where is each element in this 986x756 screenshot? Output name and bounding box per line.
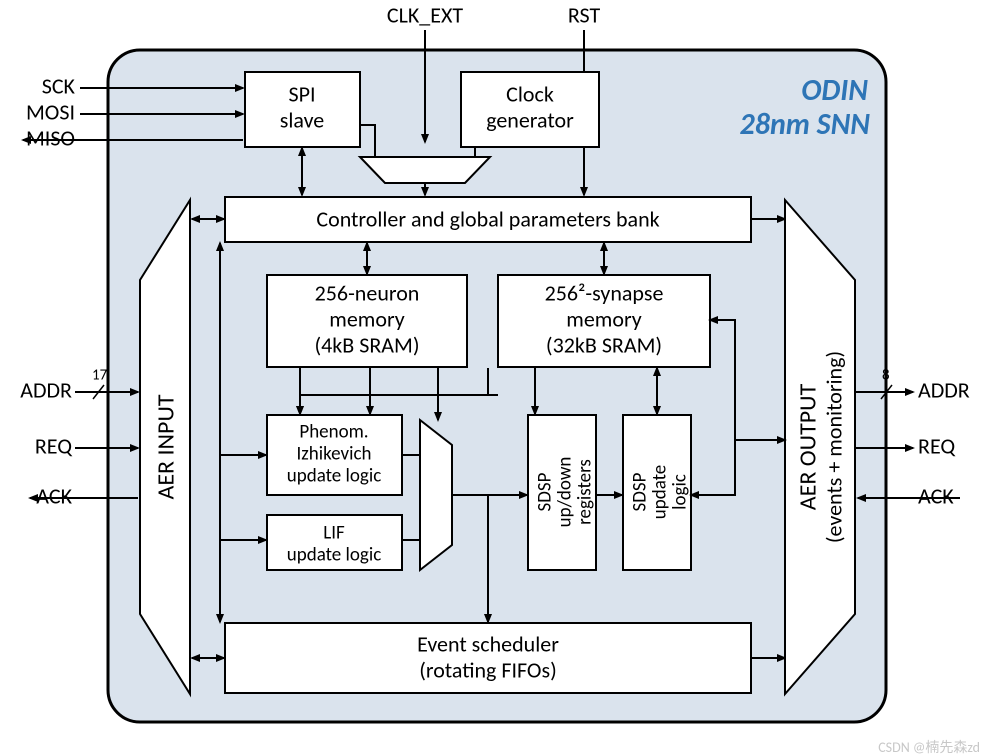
spi-l1: SPI: [288, 80, 315, 107]
clk-l2: generator: [486, 106, 574, 133]
mosi-label: MOSI: [26, 98, 75, 125]
izh-l2: Izhikevich: [297, 443, 372, 466]
aer-out-l2: (events + monitoring): [820, 351, 847, 543]
miso-label: MISO: [26, 124, 75, 151]
izh-l3: update logic: [287, 465, 382, 488]
sck-label: SCK: [42, 72, 76, 99]
nmem-l2: memory: [329, 305, 404, 332]
title-line2: 28nm SNN: [740, 106, 871, 143]
aer-out-l1: AER OUTPUT: [794, 383, 823, 510]
clk-l1: Clock: [506, 80, 554, 107]
ack-in-label: ACK: [36, 482, 72, 509]
diagram-canvas: ODIN 28nm SNN CLK_EXT RST SCK MOSI MISO …: [0, 0, 986, 756]
smem-l2: memory: [566, 305, 641, 332]
addr-out-width: 8: [882, 367, 890, 385]
ack-out-label: ACK: [918, 482, 954, 509]
lif-l1: LIF: [323, 522, 345, 545]
nmem-l1: 256-neuron: [315, 279, 420, 306]
addr-in-label: ADDR: [20, 376, 72, 403]
lif-l2: update logic: [287, 544, 382, 567]
rst-label: RST: [568, 1, 601, 28]
sched-l1: Event scheduler: [417, 630, 559, 657]
chip-outline: [108, 50, 886, 722]
req-in-label: REQ: [35, 432, 73, 459]
addr-in-width: 17: [92, 367, 108, 385]
izh-l1: Phenom.: [299, 421, 368, 444]
sdsp-reg-l3: registers: [574, 459, 597, 525]
smem-l1: 256²-synapse: [545, 279, 664, 306]
clk-ext-label: CLK_EXT: [387, 1, 464, 28]
watermark: CSDN @楠先森zd: [878, 739, 980, 756]
smem-l3: (32kB SRAM): [546, 331, 662, 358]
req-out-label: REQ: [918, 432, 956, 459]
nmem-l3: (4kB SRAM): [314, 331, 419, 358]
update-mux: [420, 420, 452, 570]
sdsp-upd-l3: logic: [669, 474, 692, 510]
spi-l2: slave: [280, 106, 325, 133]
ctrl-label: Controller and global parameters bank: [316, 205, 659, 232]
addr-out-label: ADDR: [918, 376, 970, 403]
title-line1: ODIN: [801, 72, 868, 109]
aer-in-label: AER INPUT: [152, 394, 181, 499]
sched-l2: (rotating FIFOs): [419, 656, 557, 683]
